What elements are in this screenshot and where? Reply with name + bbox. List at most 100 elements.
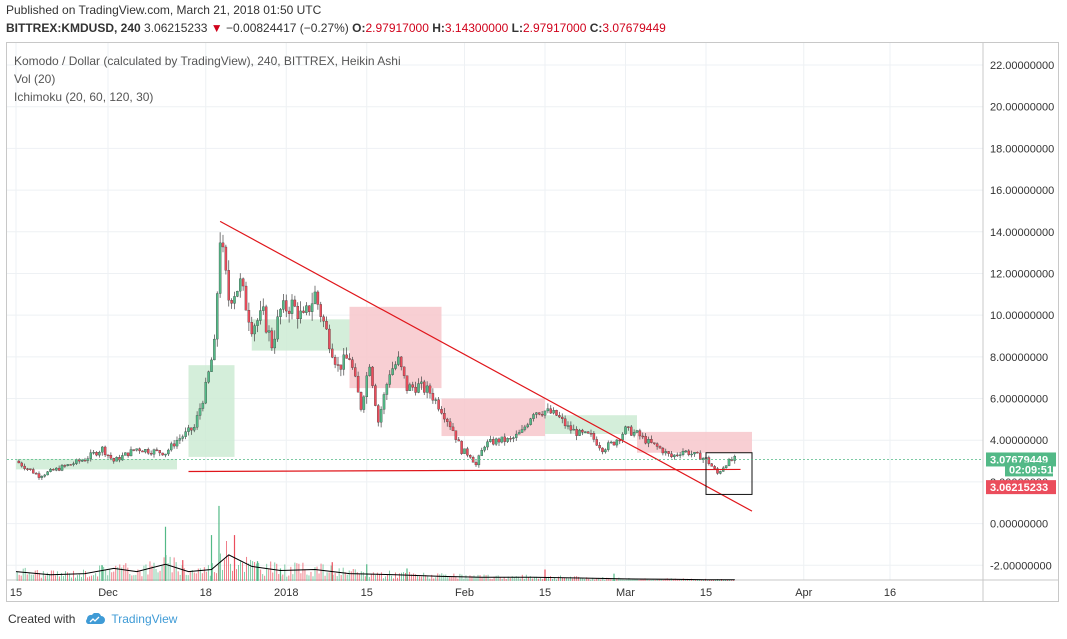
candle-body — [23, 465, 26, 469]
candle-body — [489, 439, 492, 442]
candle-body — [445, 418, 449, 422]
candle-body — [190, 427, 193, 431]
time-tick-label: Dec — [98, 587, 118, 599]
candle-body — [457, 439, 460, 442]
cloud-span — [441, 398, 545, 437]
candle-body — [575, 428, 578, 436]
price-badge-label: 02:09:51 — [1009, 464, 1053, 476]
candle-body — [388, 374, 391, 385]
candle-body — [126, 452, 130, 457]
candle-body — [584, 431, 587, 433]
chart-grid — [7, 43, 1058, 601]
time-tick-label: 16 — [884, 587, 896, 599]
candle-body — [687, 450, 691, 455]
candle-body — [348, 358, 351, 360]
published-note: Published on TradingView.com, March 21, … — [6, 3, 322, 17]
candle-body — [52, 469, 55, 471]
candle-body — [382, 394, 386, 410]
candle-body — [630, 426, 633, 436]
candle-body — [135, 448, 138, 451]
candle-body — [167, 449, 170, 455]
candle-body — [339, 364, 343, 370]
candle-body — [32, 469, 35, 474]
candle-body — [644, 435, 647, 444]
candle-body — [624, 426, 627, 435]
candle-body — [26, 468, 29, 470]
candle-body — [716, 468, 719, 474]
candle-body — [483, 446, 486, 451]
legend-ichimoku[interactable]: Ichimoku (20, 60, 120, 30) — [14, 90, 154, 104]
tradingview-brand-link[interactable]: TradingView — [111, 612, 178, 626]
candle-body — [161, 452, 164, 456]
candle-body — [627, 426, 630, 428]
candle-body — [546, 408, 550, 412]
candle-body — [431, 393, 435, 401]
candle-body — [710, 463, 714, 467]
candle-body — [391, 368, 394, 375]
symbol-label[interactable]: BITTREX:KMDUSD, 240 — [6, 21, 141, 35]
candle-body — [621, 433, 624, 441]
candle-body — [267, 330, 271, 333]
candle-body — [253, 325, 256, 335]
price-change: −0.00824417 (−0.27%) — [226, 21, 349, 35]
time-tick-label: 15 — [700, 587, 712, 599]
candle-body — [650, 439, 653, 443]
candle-body — [63, 465, 67, 467]
candle-body — [293, 299, 297, 307]
candle-body — [158, 450, 161, 454]
candle-body — [558, 415, 561, 418]
candle-body — [520, 429, 524, 433]
candle-body — [379, 409, 383, 423]
candle-body — [615, 439, 619, 446]
candle-body — [374, 385, 377, 406]
candle-body — [676, 454, 679, 457]
candle-body — [144, 449, 147, 453]
down-arrow-icon: ▼ — [210, 21, 223, 35]
legend-title[interactable]: Komodo / Dollar (calculated by TradingVi… — [14, 54, 401, 68]
candle-body — [152, 449, 156, 455]
candle-body — [503, 436, 506, 442]
candle-body — [129, 449, 133, 457]
candle-body — [60, 465, 64, 471]
cloud-span — [349, 306, 442, 389]
candle-body — [362, 396, 366, 410]
candle-body — [609, 441, 613, 444]
candle-body — [561, 416, 564, 419]
cloud-span — [637, 431, 752, 453]
volume-ma-line — [15, 554, 735, 581]
price-badge — [986, 480, 1056, 495]
time-tick-label: Mar — [616, 587, 635, 599]
tradingview-cloud-icon[interactable] — [83, 613, 106, 625]
candle-body — [178, 438, 182, 441]
candle-body — [241, 278, 245, 287]
ticker-line: BITTREX:KMDUSD, 240 3.06215233 ▼ −0.0082… — [6, 21, 666, 35]
candle-body — [227, 270, 230, 301]
candle-body — [543, 410, 547, 416]
legend-volume[interactable]: Vol (20) — [14, 72, 56, 86]
candle-body — [437, 399, 440, 410]
candle-body — [149, 453, 153, 455]
candle-body — [566, 425, 570, 427]
candle-body — [221, 242, 225, 248]
candle-body — [80, 460, 84, 462]
candle-body — [529, 418, 532, 425]
open-label: O: — [352, 21, 366, 35]
candle-body — [305, 305, 308, 313]
candle-body — [164, 453, 167, 456]
price-tick-label: 18.00000000 — [990, 143, 1054, 155]
candle-body — [250, 321, 253, 335]
candle-body — [365, 375, 368, 398]
candle-body — [572, 428, 576, 431]
candle-body — [693, 452, 696, 455]
candle-body — [328, 328, 331, 350]
time-tick-label: 15 — [539, 587, 551, 599]
candle-body — [118, 457, 121, 461]
candle-body — [215, 293, 219, 340]
price-tick-label: 10.00000000 — [990, 310, 1054, 322]
candle-body — [124, 452, 127, 456]
candle-body — [532, 414, 535, 419]
candle-body — [69, 464, 72, 466]
high-label: H: — [432, 21, 445, 35]
price-badge-label: 3.06215233 — [990, 482, 1048, 494]
